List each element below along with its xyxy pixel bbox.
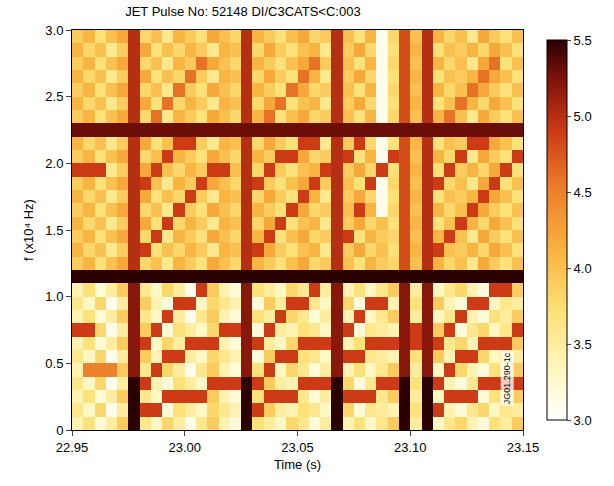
svg-text:22.95: 22.95 (56, 440, 89, 455)
svg-text:2.0: 2.0 (45, 156, 63, 171)
svg-text:1.0: 1.0 (45, 289, 63, 304)
svg-text:f (x10⁴ Hz): f (x10⁴ Hz) (21, 199, 36, 261)
svg-text:1.5: 1.5 (45, 223, 63, 238)
svg-text:3.5: 3.5 (574, 337, 592, 352)
svg-text:0: 0 (56, 423, 63, 438)
svg-text:23.10: 23.10 (394, 440, 427, 455)
svg-text:23.05: 23.05 (281, 440, 314, 455)
svg-text:4.5: 4.5 (574, 185, 592, 200)
svg-text:4.0: 4.0 (574, 261, 592, 276)
svg-text:23.15: 23.15 (507, 440, 540, 455)
svg-text:3.0: 3.0 (574, 413, 592, 428)
svg-text:23.00: 23.00 (168, 440, 201, 455)
svg-text:0.5: 0.5 (45, 356, 63, 371)
svg-text:5.5: 5.5 (574, 33, 592, 48)
svg-text:JET Pulse No: 52148 DI/C3CATS<: JET Pulse No: 52148 DI/C3CATS<C:003 (125, 4, 360, 19)
svg-text:Time (s): Time (s) (274, 457, 321, 472)
svg-text:2.5: 2.5 (45, 89, 63, 104)
svg-text:5.0: 5.0 (574, 109, 592, 124)
svg-text:3.0: 3.0 (45, 23, 63, 38)
svg-text:JG01.290-1c: JG01.290-1c (502, 352, 512, 404)
